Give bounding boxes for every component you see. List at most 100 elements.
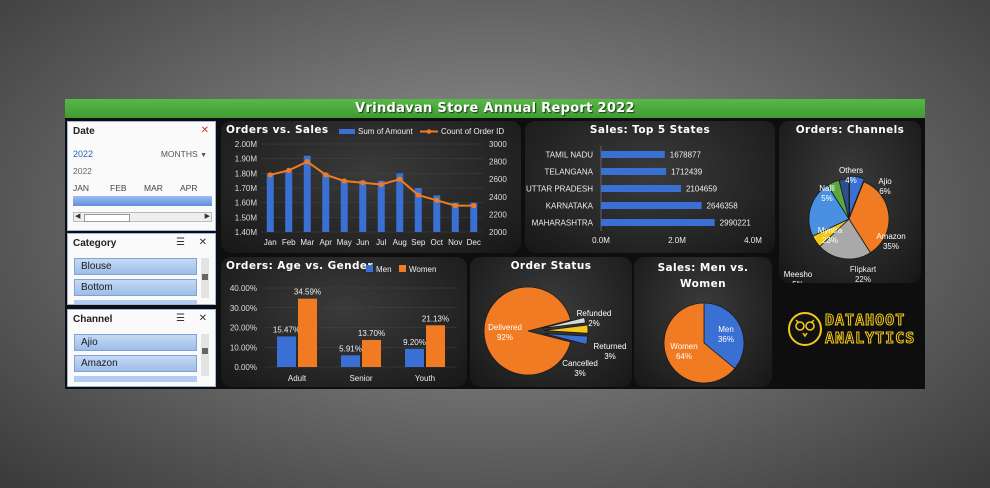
x-axis-tick-label: Adult — [288, 374, 307, 383]
channel-label: Myntra — [818, 226, 843, 235]
channel-pct: 4% — [845, 176, 857, 185]
state-value-label: 1678877 — [670, 151, 702, 160]
channel-pct: 35% — [883, 242, 899, 251]
legend-label-women: Women — [409, 265, 436, 274]
clear-filter-icon[interactable]: ✕ — [200, 125, 209, 136]
channel-label: Amazon — [876, 232, 905, 241]
orders-channels-chart: Ajio6%Amazon35%Flipkart22%Meesho5%Myntra… — [784, 166, 906, 283]
date-level-dropdown[interactable]: MONTHS ▼ — [161, 149, 207, 159]
scroll-right-icon[interactable]: ▶ — [204, 213, 210, 220]
state-value-label: 2990221 — [720, 219, 752, 228]
age-gender-chart: 0.00% 10.00% 20.00% 30.00% 40.00% 15.47% 34.59… — [230, 265, 457, 383]
channel-scrollbar[interactable] — [201, 334, 209, 376]
sales-bar — [470, 202, 478, 232]
women-pct: 64% — [676, 352, 692, 361]
clear-filter-icon[interactable]: ✕ — [198, 313, 207, 324]
order-status-title: Order Status — [510, 260, 592, 272]
age-gender-bar-men — [341, 355, 360, 367]
left-axis-tick-label: 1.80M — [235, 169, 258, 178]
top-states-chart: TAMIL NADU 1678877 TELANGANA 1712439 UTTAR P… — [526, 146, 762, 245]
category-item-bottom[interactable]: Bottom — [74, 279, 197, 296]
age-gender-value-label: 5.91% — [339, 344, 362, 353]
category-scrollbar[interactable] — [201, 258, 209, 298]
multi-select-icon[interactable]: ☰ — [176, 237, 185, 248]
orders-line-point — [267, 172, 273, 178]
age-gender-value-label: 15.47% — [273, 325, 300, 334]
x-axis-tick-label: Senior — [349, 374, 372, 383]
pie-slice-cancelled — [543, 333, 589, 345]
left-axis-tick-label: 1.70M — [235, 184, 258, 193]
y-axis-tick-label: 30.00% — [230, 304, 257, 313]
men-women-panel: Sales: Men vs. Women Men 36% Women 64% — [634, 257, 772, 387]
month-jan[interactable]: JAN — [73, 183, 90, 193]
pie-slice-men — [703, 302, 745, 370]
age-gender-panel: Orders: Age vs. Gender 0.00% 10.00% 20.00%… — [221, 257, 467, 387]
age-gender-value-label: 21.13% — [422, 314, 449, 323]
legend-label-count-of-order-id: Count of Order ID — [441, 127, 504, 136]
scroll-left-icon[interactable]: ◀ — [75, 213, 81, 220]
age-gender-bar-women — [298, 298, 317, 367]
channel-item-amazon[interactable]: Amazon — [74, 355, 197, 372]
month-apr[interactable]: APR — [180, 183, 198, 193]
report-title: Vrindavan Store Annual Report 2022 — [65, 99, 925, 118]
orders-channels-title: Orders: Channels — [795, 124, 905, 136]
date-slicer: Date ✕ 2022 MONTHS ▼ 2022 JAN FEB MAR AP… — [67, 121, 216, 231]
state-bar — [601, 219, 715, 226]
right-axis-tick-label: 2800 — [489, 158, 507, 167]
state-value-label: 1712439 — [671, 168, 703, 177]
state-label: KARNATAKA — [546, 202, 594, 211]
age-gender-bar-women — [426, 325, 445, 367]
category-slicer: Category ☰ ✕ Blouse Bottom — [67, 233, 216, 305]
timeline-scrollbar[interactable]: ◀ ▶ — [73, 212, 212, 222]
orders-line-point — [286, 167, 292, 173]
x-axis-tick-label: Apr — [320, 238, 333, 247]
scroll-thumb[interactable] — [84, 214, 130, 222]
orders-line-point — [397, 176, 403, 182]
date-level-label: MONTHS — [160, 149, 198, 159]
sales-bar — [266, 173, 274, 232]
datahoot-logo: DATAHOOT ANALYTICS — [783, 307, 921, 351]
x-axis-tick-label: Oct — [431, 238, 444, 247]
channel-slicer-title: Channel — [73, 314, 113, 325]
status-label: Refunded — [577, 309, 612, 318]
chevron-down-icon: ▼ — [200, 152, 207, 159]
month-feb[interactable]: FEB — [110, 183, 127, 193]
scroll-thumb[interactable] — [202, 348, 208, 354]
age-gender-bar-men — [277, 336, 296, 367]
channel-item-ajio[interactable]: Ajio — [74, 334, 197, 351]
state-label: MAHARASHTRA — [532, 219, 594, 228]
x-axis-tick-label: Jan — [264, 238, 277, 247]
legend-label-men: Men — [376, 265, 392, 274]
clear-filter-icon[interactable]: ✕ — [198, 237, 207, 248]
channel-item-partial — [74, 376, 197, 382]
pie-slice-returned — [543, 324, 589, 334]
category-item-blouse[interactable]: Blouse — [74, 258, 197, 275]
x-axis-tick-label: Aug — [393, 238, 407, 247]
timeline-bar[interactable] — [73, 196, 212, 206]
state-label: TAMIL NADU — [545, 151, 593, 160]
scroll-thumb[interactable] — [202, 274, 208, 280]
date-year[interactable]: 2022 — [73, 149, 94, 159]
channel-label: Ajio — [878, 177, 892, 186]
left-axis-tick-label: 1.60M — [235, 199, 258, 208]
x-axis-tick-label: Youth — [415, 374, 435, 383]
pie-slice-myntra — [808, 184, 850, 237]
order-status-panel: Order Status Delivered 92% Refunded 2% Retur… — [470, 257, 632, 387]
pie-slice-delivered — [483, 286, 572, 376]
channel-pct: 5% — [792, 280, 804, 283]
sales-bar — [377, 180, 385, 232]
y-axis-tick-label: 20.00% — [230, 324, 257, 333]
age-gender-bar-women — [362, 339, 381, 367]
month-mar[interactable]: MAR — [144, 183, 163, 193]
orders-line-point — [378, 181, 384, 188]
age-gender-value-label: 9.20% — [403, 338, 426, 347]
orders-line-point — [471, 203, 477, 209]
pie-slice-flipkart — [819, 218, 871, 260]
status-pct: 92% — [497, 333, 513, 342]
status-label: Cancelled — [562, 359, 598, 368]
multi-select-icon[interactable]: ☰ — [176, 313, 185, 324]
state-bar — [601, 202, 702, 209]
top-states-panel: Sales: Top 5 States TAMIL NADU 1678877 TEL… — [525, 121, 775, 253]
top-states-title: Sales: Top 5 States — [589, 124, 711, 136]
legend-swatch-sum-of-amount — [339, 129, 355, 134]
